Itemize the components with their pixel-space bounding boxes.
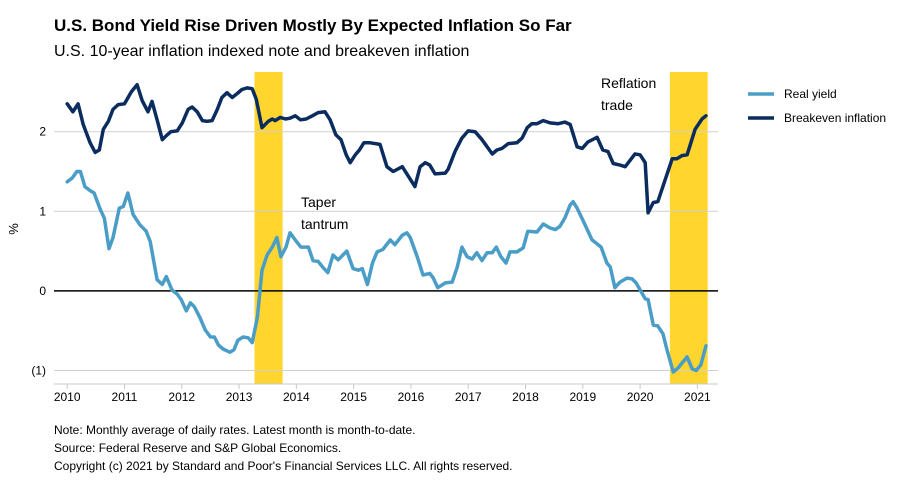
- highlight-annotation: Taper: [301, 194, 336, 210]
- footnote-source: Source: Federal Reserve and S&P Global E…: [54, 441, 341, 455]
- x-tick-label: 2020: [627, 390, 654, 404]
- x-tick-label: 2011: [112, 390, 138, 404]
- x-tick-label: 2012: [168, 390, 195, 404]
- y-tick-label: 1: [39, 204, 46, 218]
- highlight-band: [669, 72, 708, 384]
- highlight-annotation: tantrum: [301, 216, 348, 232]
- x-tick-label: 2017: [455, 390, 482, 404]
- x-tick-label: 2021: [684, 390, 711, 404]
- footnote-copyright: Copyright (c) 2021 by Standard and Poor'…: [54, 459, 513, 473]
- x-tick-label: 2019: [569, 390, 596, 404]
- highlight-band: [254, 72, 283, 384]
- y-axis-label: %: [6, 223, 21, 235]
- x-tick-label: 2014: [283, 390, 310, 404]
- y-tick-label: 0: [39, 284, 46, 298]
- x-tick-label: 2010: [54, 390, 81, 404]
- highlight-annotation: trade: [601, 97, 633, 113]
- legend-label: Breakeven inflation: [784, 111, 886, 125]
- series-line-breakeven-inflation: [65, 82, 708, 215]
- chart-subtitle: U.S. 10-year inflation indexed note and …: [54, 43, 469, 60]
- footnote-note: Note: Monthly average of daily rates. La…: [54, 423, 416, 437]
- legend-label: Real yield: [784, 87, 837, 101]
- x-tick-label: 2013: [226, 390, 253, 404]
- chart-title: U.S. Bond Yield Rise Driven Mostly By Ex…: [54, 16, 572, 35]
- series-line-real-yield: [65, 169, 708, 374]
- y-tick-label: 2: [39, 125, 46, 139]
- highlight-annotation: Reflation: [601, 75, 656, 91]
- x-tick-label: 2015: [340, 390, 367, 404]
- y-tick-label: (1): [31, 363, 46, 377]
- x-tick-label: 2018: [512, 390, 539, 404]
- x-tick-label: 2016: [398, 390, 425, 404]
